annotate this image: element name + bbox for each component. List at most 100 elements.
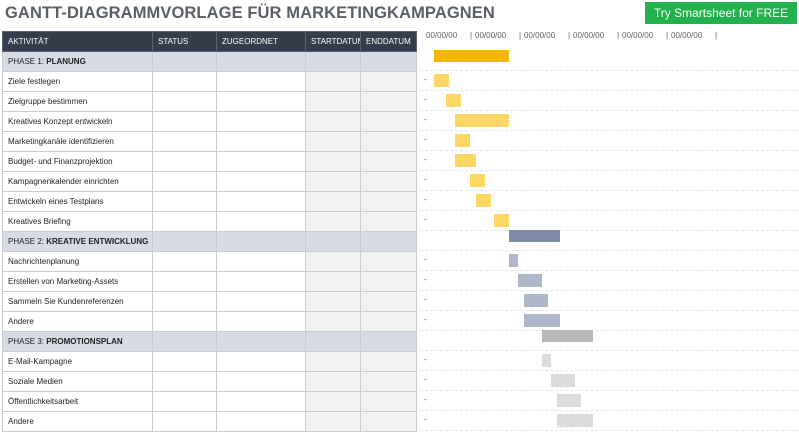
start-date-cell[interactable] xyxy=(305,351,361,372)
assigned-cell[interactable] xyxy=(216,51,306,72)
end-date-cell[interactable] xyxy=(360,91,417,112)
activity-cell[interactable]: Kreatives Briefing xyxy=(2,211,153,232)
phase-row[interactable]: PHASE 2: KREATIVE ENTWICKLUNG xyxy=(2,231,417,252)
task-row[interactable]: Andere xyxy=(2,311,417,332)
end-date-cell[interactable] xyxy=(360,391,417,412)
task-gantt-bar[interactable] xyxy=(509,254,518,267)
start-date-cell[interactable] xyxy=(305,191,361,212)
end-date-cell[interactable] xyxy=(360,271,417,292)
activity-cell[interactable]: Andere xyxy=(2,311,153,332)
assigned-cell[interactable] xyxy=(216,251,306,272)
assigned-cell[interactable] xyxy=(216,231,306,252)
task-gantt-bar[interactable] xyxy=(494,214,509,227)
status-cell[interactable] xyxy=(152,391,217,412)
activity-cell[interactable]: Sammeln Sie Kundenreferenzen xyxy=(2,291,153,312)
assigned-cell[interactable] xyxy=(216,151,306,172)
start-date-cell[interactable] xyxy=(305,411,361,432)
assigned-cell[interactable] xyxy=(216,351,306,372)
try-smartsheet-button[interactable]: Try Smartsheet for FREE xyxy=(645,2,797,24)
activity-cell[interactable]: PHASE 1: PLANUNG xyxy=(2,51,153,72)
start-date-cell[interactable] xyxy=(305,231,361,252)
start-date-cell[interactable] xyxy=(305,151,361,172)
activity-cell[interactable]: Marketingkanäle identifizieren xyxy=(2,131,153,152)
activity-cell[interactable]: Zielgruppe bestimmen xyxy=(2,91,153,112)
end-date-cell[interactable] xyxy=(360,131,417,152)
start-date-cell[interactable] xyxy=(305,271,361,292)
status-cell[interactable] xyxy=(152,231,217,252)
task-row[interactable]: Sammeln Sie Kundenreferenzen xyxy=(2,291,417,312)
end-date-cell[interactable] xyxy=(360,51,417,72)
status-cell[interactable] xyxy=(152,271,217,292)
activity-cell[interactable]: Ziele festlegen xyxy=(2,71,153,92)
task-row[interactable]: Ziele festlegen xyxy=(2,71,417,92)
activity-cell[interactable]: Andere xyxy=(2,411,153,432)
start-date-cell[interactable] xyxy=(305,71,361,92)
phase-row[interactable]: PHASE 1: PLANUNG xyxy=(2,51,417,72)
end-date-cell[interactable] xyxy=(360,291,417,312)
assigned-cell[interactable] xyxy=(216,291,306,312)
activity-cell[interactable]: PHASE 3: PROMOTIONSPLAN xyxy=(2,331,153,352)
assigned-cell[interactable] xyxy=(216,111,306,132)
activity-cell[interactable]: Kampagnenkalender einrichten xyxy=(2,171,153,192)
end-date-cell[interactable] xyxy=(360,231,417,252)
task-gantt-bar[interactable] xyxy=(524,314,560,327)
start-date-cell[interactable] xyxy=(305,311,361,332)
status-cell[interactable] xyxy=(152,291,217,312)
end-date-cell[interactable] xyxy=(360,331,417,352)
task-gantt-bar[interactable] xyxy=(551,374,575,387)
status-cell[interactable] xyxy=(152,111,217,132)
task-gantt-bar[interactable] xyxy=(455,154,476,167)
start-date-cell[interactable] xyxy=(305,211,361,232)
column-header-assigned[interactable]: ZUGEORDNET xyxy=(216,31,306,52)
start-date-cell[interactable] xyxy=(305,91,361,112)
start-date-cell[interactable] xyxy=(305,291,361,312)
activity-cell[interactable]: PHASE 2: KREATIVE ENTWICKLUNG xyxy=(2,231,153,252)
task-gantt-bar[interactable] xyxy=(518,274,542,287)
task-gantt-bar[interactable] xyxy=(455,134,470,147)
task-gantt-bar[interactable] xyxy=(557,394,581,407)
activity-cell[interactable]: Budget- und Finanzprojektion xyxy=(2,151,153,172)
task-gantt-bar[interactable] xyxy=(470,174,485,187)
assigned-cell[interactable] xyxy=(216,91,306,112)
assigned-cell[interactable] xyxy=(216,331,306,352)
status-cell[interactable] xyxy=(152,311,217,332)
end-date-cell[interactable] xyxy=(360,151,417,172)
end-date-cell[interactable] xyxy=(360,351,417,372)
status-cell[interactable] xyxy=(152,411,217,432)
task-gantt-bar[interactable] xyxy=(524,294,548,307)
end-date-cell[interactable] xyxy=(360,311,417,332)
status-cell[interactable] xyxy=(152,171,217,192)
activity-cell[interactable]: Nachrichtenplanung xyxy=(2,251,153,272)
assigned-cell[interactable] xyxy=(216,391,306,412)
start-date-cell[interactable] xyxy=(305,391,361,412)
task-gantt-bar[interactable] xyxy=(476,194,491,207)
start-date-cell[interactable] xyxy=(305,251,361,272)
phase-gantt-bar[interactable] xyxy=(434,50,509,62)
assigned-cell[interactable] xyxy=(216,411,306,432)
task-gantt-bar[interactable] xyxy=(434,74,449,87)
activity-cell[interactable]: Entwickeln eines Testplans xyxy=(2,191,153,212)
end-date-cell[interactable] xyxy=(360,211,417,232)
end-date-cell[interactable] xyxy=(360,191,417,212)
task-row[interactable]: Soziale Medien xyxy=(2,371,417,392)
task-gantt-bar[interactable] xyxy=(446,94,461,107)
status-cell[interactable] xyxy=(152,71,217,92)
task-row[interactable]: E-Mail-Kampagne xyxy=(2,351,417,372)
status-cell[interactable] xyxy=(152,191,217,212)
status-cell[interactable] xyxy=(152,371,217,392)
assigned-cell[interactable] xyxy=(216,171,306,192)
task-row[interactable]: Kreatives Briefing xyxy=(2,211,417,232)
task-row[interactable]: Entwickeln eines Testplans xyxy=(2,191,417,212)
status-cell[interactable] xyxy=(152,211,217,232)
end-date-cell[interactable] xyxy=(360,411,417,432)
assigned-cell[interactable] xyxy=(216,71,306,92)
start-date-cell[interactable] xyxy=(305,331,361,352)
start-date-cell[interactable] xyxy=(305,111,361,132)
column-header-status[interactable]: STATUS xyxy=(152,31,217,52)
task-gantt-bar[interactable] xyxy=(557,414,593,427)
activity-cell[interactable]: Öffentlichkeitsarbeit xyxy=(2,391,153,412)
assigned-cell[interactable] xyxy=(216,271,306,292)
status-cell[interactable] xyxy=(152,351,217,372)
column-header-end-date[interactable]: ENDDATUM xyxy=(360,31,417,52)
phase-gantt-bar[interactable] xyxy=(509,230,560,242)
